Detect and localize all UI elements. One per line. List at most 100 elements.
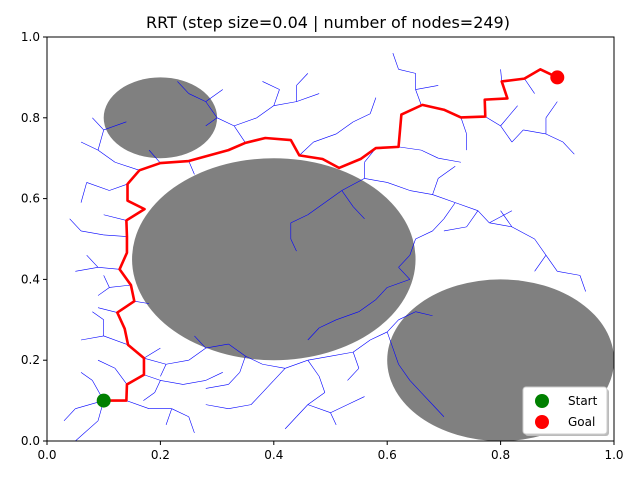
tree-edge [534,254,547,272]
tree-edge [545,101,558,118]
tree-edge [296,404,309,417]
tree-edge [69,218,82,232]
tree-edge [97,287,110,296]
tree-edge [398,364,411,381]
tree-edge [352,206,365,220]
x-tick-label: 0.6 [378,448,397,462]
tree-edge [455,202,479,212]
points-layer [96,70,565,408]
tree-edge [545,254,558,272]
tree-edge [109,284,131,288]
tree-edge [299,141,314,156]
x-tick-label: 0.0 [37,448,56,462]
tree-edge [318,376,326,393]
tree-edge [75,420,99,441]
tree-edge [239,356,246,373]
tree-edge [398,311,416,321]
tree-edge [143,374,161,381]
tree-edge [438,157,461,163]
tree-edge [358,299,377,312]
obstacle-2 [132,158,416,361]
tree-edge [143,357,167,365]
tree-edge [324,190,343,203]
tree-edge [63,408,76,422]
tree-edge [154,380,161,393]
tree-edge [143,392,155,401]
tree-edge [387,182,410,191]
y-tick-label: 0.4 [21,272,40,286]
tree-edge [92,311,104,321]
tree-edge [171,408,189,418]
tree-edge [205,89,223,102]
tree-edge [183,380,206,385]
tree-edge [160,380,184,385]
tree-edge [330,404,348,413]
tree-edge [262,363,286,369]
tree-edge [234,117,257,127]
tree-edge [409,238,416,256]
tree-edge [387,279,410,288]
y-tick-label: 0.2 [21,353,40,367]
tree-edge [557,271,581,276]
tree-edge [307,392,326,405]
tree-edge [579,275,586,292]
tree-edge [386,319,399,333]
tree-edge [205,343,229,349]
x-axis: 0.0 0.2 0.4 0.6 0.8 1.0 [37,441,624,462]
tree-edge [443,226,467,232]
tree-edge [205,372,223,381]
tree-edge [432,194,456,203]
tree-edge [523,129,547,135]
tree-edge [415,311,433,317]
tree-edge [290,214,308,224]
tree-edge [80,182,87,203]
tree-edge [205,117,218,127]
tree-edge [97,149,116,163]
tree-edge [86,254,99,268]
tree-edge [534,238,547,256]
tree-edge [415,230,433,240]
tree-edge [369,97,377,114]
tree-edge [148,149,161,164]
tree-edge [97,129,104,151]
tree-edge [86,182,110,191]
tree-edge [330,351,354,357]
tree-edge [103,335,129,346]
tree-edge [103,275,110,288]
tree-edge [398,69,416,74]
tree-edge [370,331,388,341]
tree-edge [353,113,371,123]
tree-edge [336,311,359,321]
tree-edge [80,230,104,236]
tree-edge [375,287,388,300]
tree-edge [545,133,564,143]
tree-edge [245,355,263,365]
x-tick-label: 0.2 [151,448,170,462]
tree-edge [188,416,195,434]
tree-edge [432,404,445,417]
tree-edge [188,93,206,102]
tree-edge [285,359,308,369]
tree-edge [103,234,127,237]
tree-edge [421,149,439,159]
tree-edge [205,101,218,118]
tree-edge [489,210,513,224]
tree-edge [398,254,411,268]
tree-edge [166,359,189,365]
tree-edge [307,355,331,361]
tree-edge [205,404,229,409]
tree-edge [103,121,127,131]
x-tick-label: 0.8 [491,448,510,462]
legend-label-goal: Goal [568,415,595,429]
tree-edge [432,178,439,195]
y-tick-label: 1.0 [21,30,40,44]
tree-edge [143,347,161,359]
tree-edge [485,116,501,127]
tree-edge [500,105,518,127]
tree-edge [233,125,246,144]
tree-edge [524,78,535,94]
tree-edge [352,352,360,369]
tree-edge [313,133,337,143]
solution-path [103,68,558,402]
tree-edge [97,307,118,313]
